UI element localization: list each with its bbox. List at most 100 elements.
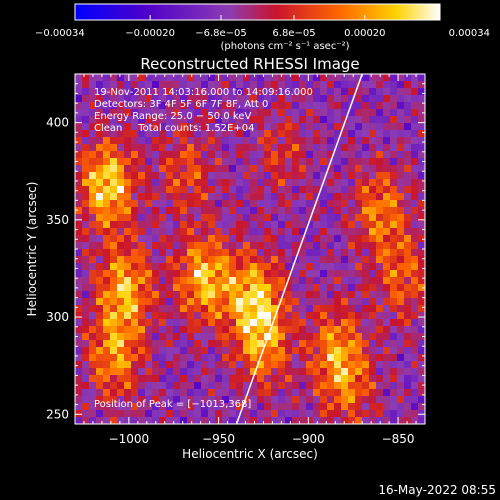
- heatmap-cell: [89, 165, 97, 173]
- heatmap-cell: [194, 109, 202, 117]
- heatmap-cell: [376, 319, 384, 327]
- heatmap-cell: [334, 270, 342, 278]
- heatmap-cell: [89, 284, 97, 292]
- heatmap-cell: [215, 263, 223, 271]
- heatmap-cell: [278, 410, 286, 418]
- heatmap-cell: [404, 382, 412, 390]
- heatmap-cell: [180, 305, 188, 313]
- heatmap-cell: [187, 249, 195, 257]
- heatmap-cell: [292, 193, 300, 201]
- heatmap-cell: [89, 193, 97, 201]
- heatmap-cell: [208, 116, 216, 124]
- heatmap-cell: [117, 403, 125, 411]
- heatmap-cell: [313, 333, 321, 341]
- heatmap-cell: [341, 214, 349, 222]
- heatmap-cell: [278, 354, 286, 362]
- heatmap-cell: [292, 403, 300, 411]
- heatmap-cell: [201, 109, 209, 117]
- heatmap-cell: [173, 116, 181, 124]
- heatmap-cell: [75, 298, 83, 306]
- heatmap-cell: [96, 214, 104, 222]
- heatmap-cell: [187, 347, 195, 355]
- heatmap-cell: [194, 158, 202, 166]
- heatmap-cell: [411, 109, 419, 117]
- heatmap-cell: [383, 284, 391, 292]
- heatmap-cell: [75, 109, 83, 117]
- heatmap-cell: [341, 228, 349, 236]
- heatmap-cell: [348, 221, 356, 229]
- heatmap-cell: [299, 144, 307, 152]
- heatmap-cell: [117, 305, 125, 313]
- heatmap-cell: [145, 249, 153, 257]
- heatmap-cell: [411, 95, 419, 103]
- heatmap-cell: [271, 305, 279, 313]
- heatmap-cell: [208, 179, 216, 187]
- heatmap-cell: [236, 375, 244, 383]
- heatmap-cell: [145, 340, 153, 348]
- heatmap-cell: [117, 389, 125, 397]
- heatmap-cell: [327, 109, 335, 117]
- heatmap-cell: [348, 298, 356, 306]
- heatmap-cell: [89, 95, 97, 103]
- heatmap-cell: [187, 81, 195, 89]
- heatmap-cell: [236, 235, 244, 243]
- heatmap-cell: [201, 228, 209, 236]
- heatmap-cell: [362, 305, 370, 313]
- heatmap-cell: [390, 228, 398, 236]
- heatmap-cell: [173, 214, 181, 222]
- heatmap-cell: [180, 81, 188, 89]
- heatmap-cell: [313, 102, 321, 110]
- heatmap-cell: [355, 305, 363, 313]
- heatmap-cell: [166, 221, 174, 229]
- heatmap-cell: [362, 179, 370, 187]
- heatmap-cell: [278, 221, 286, 229]
- heatmap-cell: [194, 221, 202, 229]
- heatmap-cell: [390, 74, 398, 82]
- heatmap-cell: [257, 186, 265, 194]
- heatmap-cell: [299, 340, 307, 348]
- heatmap-cell: [180, 137, 188, 145]
- heatmap-cell: [250, 389, 258, 397]
- heatmap-cell: [110, 277, 118, 285]
- heatmap-cell: [166, 88, 174, 96]
- heatmap-cell: [159, 207, 167, 215]
- heatmap-cell: [82, 200, 90, 208]
- heatmap-cell: [145, 403, 153, 411]
- heatmap-cell: [229, 116, 237, 124]
- heatmap-cell: [117, 291, 125, 299]
- heatmap-cell: [159, 242, 167, 250]
- heatmap-cell: [313, 389, 321, 397]
- heatmap-cell: [145, 158, 153, 166]
- heatmap-cell: [208, 88, 216, 96]
- heatmap-cell: [138, 179, 146, 187]
- heatmap-cell: [243, 319, 251, 327]
- heatmap-cell: [103, 193, 111, 201]
- colorbar-tick-label: −6.8e−05: [195, 28, 247, 39]
- heatmap-cell: [257, 109, 265, 117]
- heatmap-cell: [348, 151, 356, 159]
- heatmap-cell: [222, 361, 230, 369]
- heatmap-cell: [96, 270, 104, 278]
- heatmap-cell: [271, 158, 279, 166]
- heatmap-cell: [222, 179, 230, 187]
- heatmap-cell: [348, 228, 356, 236]
- heatmap-cell: [404, 312, 412, 320]
- heatmap-cell: [292, 298, 300, 306]
- heatmap-cell: [194, 396, 202, 404]
- heatmap-cell: [131, 368, 139, 376]
- heatmap-cell: [264, 389, 272, 397]
- heatmap-cell: [166, 179, 174, 187]
- heatmap-cell: [278, 270, 286, 278]
- colorbar-ticks: −0.00034 −0.00020 −6.8e−05 6.8e−05 0.00020 0.…: [35, 15, 490, 39]
- heatmap-cell: [138, 102, 146, 110]
- heatmap-cell: [110, 319, 118, 327]
- heatmap-cell: [313, 375, 321, 383]
- heatmap-cell: [145, 291, 153, 299]
- heatmap-cell: [271, 137, 279, 145]
- heatmap-cell: [82, 74, 90, 82]
- heatmap-cell: [152, 95, 160, 103]
- heatmap-cell: [131, 200, 139, 208]
- heatmap-cell: [180, 109, 188, 117]
- heatmap-cell: [327, 326, 335, 334]
- heatmap-cell: [271, 74, 279, 82]
